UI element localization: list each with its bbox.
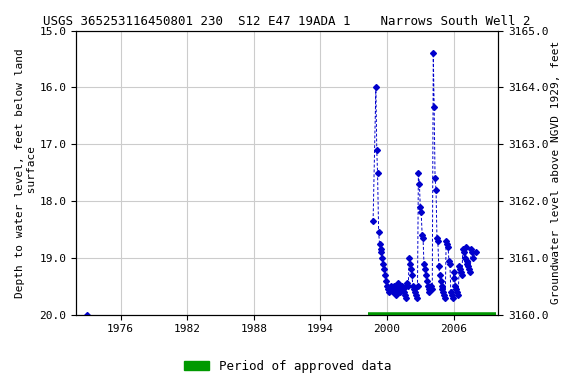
Legend: Period of approved data: Period of approved data bbox=[179, 355, 397, 378]
Title: USGS 365253116450801 230  S12 E47 19ADA 1    Narrows South Well 2: USGS 365253116450801 230 S12 E47 19ADA 1… bbox=[43, 15, 531, 28]
Y-axis label: Depth to water level, feet below land
 surface: Depth to water level, feet below land su… bbox=[15, 48, 37, 298]
Y-axis label: Groundwater level above NGVD 1929, feet: Groundwater level above NGVD 1929, feet bbox=[551, 41, 561, 304]
